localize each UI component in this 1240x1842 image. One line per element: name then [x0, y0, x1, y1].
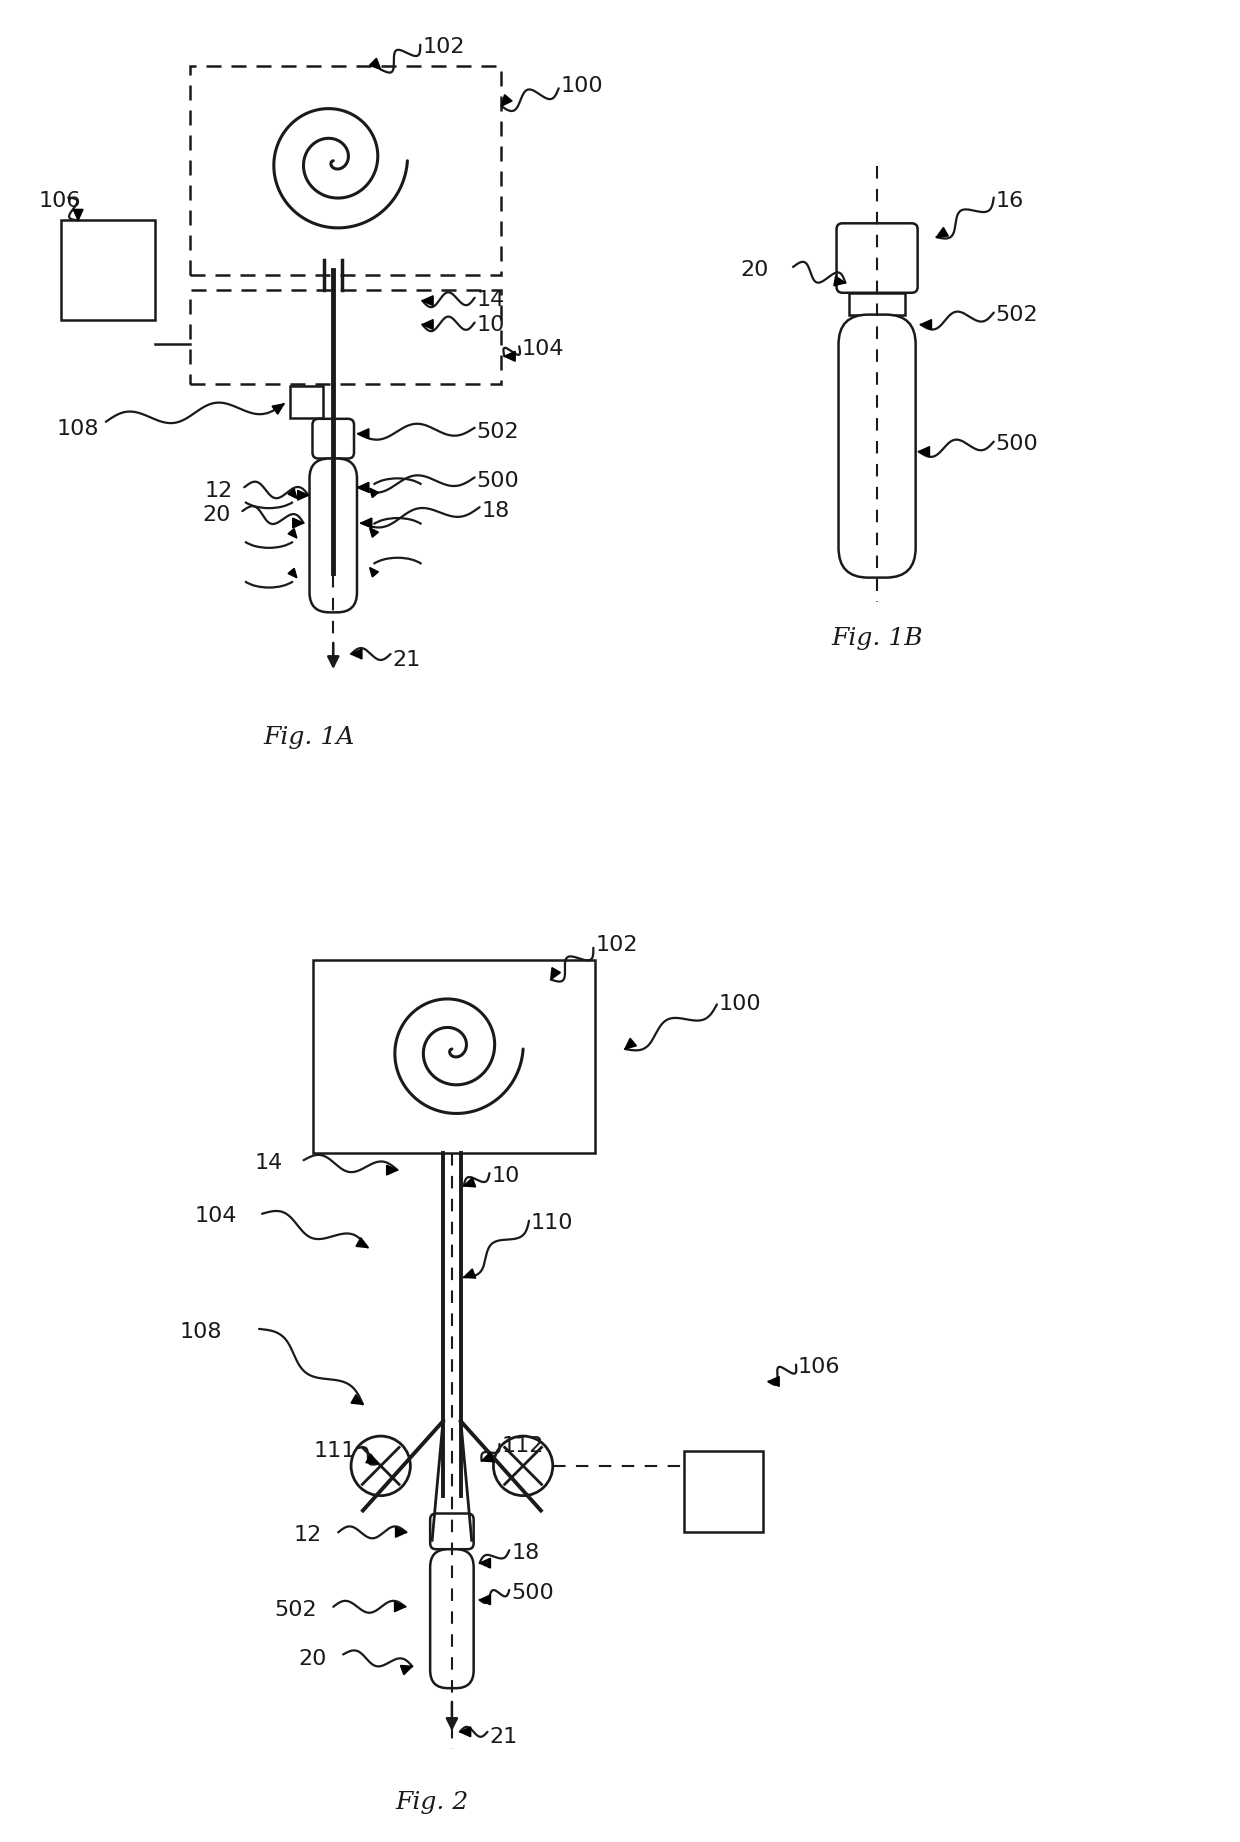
Polygon shape: [625, 1039, 636, 1050]
Text: 111: 111: [314, 1440, 356, 1461]
Text: 20: 20: [740, 260, 769, 280]
Polygon shape: [936, 227, 949, 238]
Text: 102: 102: [423, 37, 465, 57]
Polygon shape: [387, 1166, 398, 1175]
Text: Fig. 2: Fig. 2: [396, 1792, 469, 1814]
Polygon shape: [298, 490, 309, 501]
FancyBboxPatch shape: [312, 418, 353, 459]
Text: 502: 502: [274, 1601, 316, 1619]
FancyBboxPatch shape: [838, 315, 915, 578]
Text: 108: 108: [180, 1323, 222, 1343]
FancyBboxPatch shape: [430, 1514, 474, 1549]
Text: 500: 500: [476, 472, 520, 492]
Bar: [290, 387, 324, 418]
Text: 21: 21: [393, 650, 420, 670]
Text: 502: 502: [996, 304, 1038, 324]
Polygon shape: [401, 1665, 413, 1674]
Text: 100: 100: [719, 995, 761, 1015]
Bar: [849, 293, 905, 315]
Text: 104: 104: [195, 1207, 237, 1225]
Polygon shape: [293, 518, 304, 529]
Bar: [190, 289, 501, 385]
Polygon shape: [501, 94, 512, 107]
FancyBboxPatch shape: [430, 1549, 474, 1687]
Text: 14: 14: [476, 289, 505, 309]
Bar: [190, 66, 501, 274]
Bar: [61, 221, 155, 319]
Text: 21: 21: [490, 1728, 518, 1746]
Bar: [684, 1451, 764, 1533]
Text: 106: 106: [799, 1358, 841, 1376]
FancyBboxPatch shape: [837, 223, 918, 293]
Text: Fig. 1B: Fig. 1B: [831, 628, 923, 650]
Polygon shape: [351, 648, 362, 659]
Polygon shape: [464, 1177, 476, 1186]
Polygon shape: [423, 321, 433, 330]
Polygon shape: [396, 1527, 407, 1538]
Text: 10: 10: [476, 315, 505, 335]
Polygon shape: [288, 488, 296, 499]
Text: 112: 112: [501, 1437, 543, 1455]
Polygon shape: [464, 1269, 476, 1278]
Text: 108: 108: [56, 418, 99, 438]
Polygon shape: [370, 567, 378, 577]
Text: 20: 20: [299, 1649, 327, 1669]
Text: 18: 18: [511, 1544, 539, 1564]
Text: Fig. 1A: Fig. 1A: [263, 726, 355, 750]
Polygon shape: [370, 529, 378, 538]
Polygon shape: [351, 1394, 363, 1404]
Text: 14: 14: [254, 1153, 283, 1173]
Polygon shape: [366, 1453, 378, 1464]
Polygon shape: [481, 1453, 494, 1463]
Text: 502: 502: [476, 422, 520, 442]
Polygon shape: [370, 59, 381, 70]
Polygon shape: [423, 297, 433, 306]
Text: 12: 12: [205, 481, 233, 501]
Polygon shape: [394, 1603, 405, 1612]
Text: 104: 104: [521, 339, 564, 359]
Text: 102: 102: [595, 936, 637, 954]
Text: 12: 12: [294, 1525, 322, 1545]
Polygon shape: [460, 1728, 471, 1737]
Polygon shape: [356, 1238, 368, 1247]
Polygon shape: [288, 569, 296, 578]
Polygon shape: [833, 276, 846, 286]
Text: 20: 20: [202, 505, 231, 525]
Text: 10: 10: [491, 1166, 520, 1186]
Polygon shape: [358, 483, 368, 492]
Polygon shape: [358, 429, 368, 438]
Text: 100: 100: [560, 76, 604, 96]
Polygon shape: [919, 446, 930, 457]
Polygon shape: [551, 967, 560, 980]
Polygon shape: [480, 1558, 491, 1568]
Polygon shape: [370, 488, 378, 497]
Polygon shape: [505, 352, 515, 361]
Polygon shape: [73, 210, 83, 221]
Polygon shape: [272, 403, 284, 414]
Polygon shape: [480, 1595, 491, 1604]
Polygon shape: [361, 518, 372, 529]
Text: 500: 500: [996, 433, 1038, 453]
Bar: [314, 960, 595, 1153]
FancyBboxPatch shape: [310, 459, 357, 612]
Text: 500: 500: [511, 1582, 554, 1603]
Polygon shape: [920, 321, 931, 330]
Text: 110: 110: [531, 1212, 574, 1232]
Text: 106: 106: [38, 190, 81, 210]
Polygon shape: [769, 1376, 779, 1387]
Text: 18: 18: [481, 501, 510, 521]
Polygon shape: [288, 529, 296, 538]
Text: 16: 16: [996, 190, 1024, 210]
